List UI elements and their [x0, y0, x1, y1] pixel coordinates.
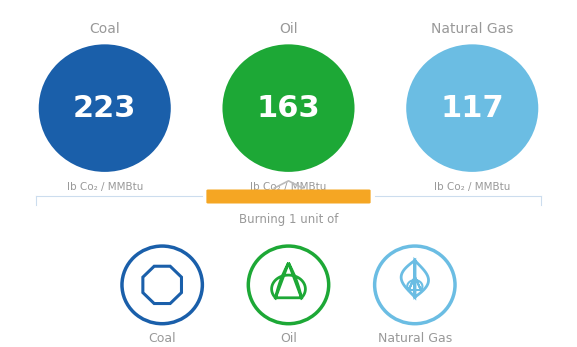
Ellipse shape	[223, 44, 354, 172]
Text: Natural Gas: Natural Gas	[431, 22, 514, 36]
Text: Coal: Coal	[148, 332, 176, 345]
FancyBboxPatch shape	[207, 189, 370, 203]
Ellipse shape	[39, 44, 171, 172]
Text: Oil: Oil	[280, 332, 297, 345]
Text: Oil: Oil	[279, 22, 298, 36]
Text: lb Co₂ / MMBtu: lb Co₂ / MMBtu	[66, 182, 143, 192]
Text: 117: 117	[440, 94, 504, 122]
Text: 223: 223	[73, 94, 136, 122]
Text: lb Co₂ / MMBtu: lb Co₂ / MMBtu	[434, 182, 511, 192]
Ellipse shape	[406, 44, 538, 172]
Text: Coal: Coal	[89, 22, 120, 36]
Text: Burning 1 unit of: Burning 1 unit of	[239, 212, 338, 226]
Text: 163: 163	[257, 94, 320, 122]
Text: lb Co₂ / MMBtu: lb Co₂ / MMBtu	[250, 182, 327, 192]
Text: Natural Gas: Natural Gas	[378, 332, 452, 345]
